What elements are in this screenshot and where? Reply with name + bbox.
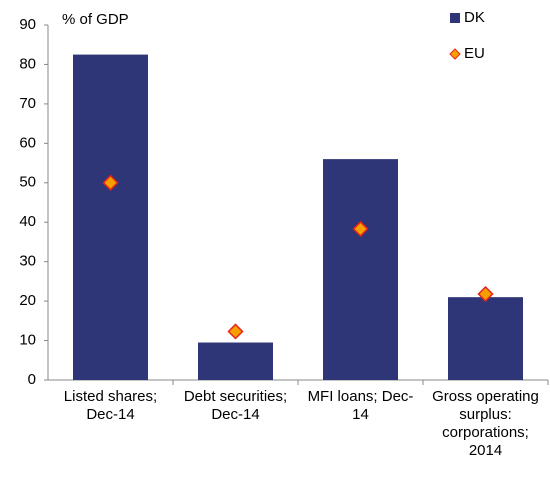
bar (73, 54, 148, 380)
y-tick-label: 70 (19, 95, 36, 112)
bar (323, 159, 398, 380)
bar (448, 297, 523, 380)
x-tick-label: Gross operating surplus: corporations; 2… (432, 388, 539, 459)
x-tick-label: Debt securities; Dec-14 (183, 388, 288, 423)
y-tick-label: 90 (19, 16, 36, 33)
y-tick-label: 20 (19, 292, 36, 309)
legend-swatch (449, 48, 461, 60)
y-tick-label: 10 (19, 332, 36, 349)
y-tick-label: 0 (28, 371, 36, 388)
y-tick-label: 30 (19, 253, 36, 270)
marker (352, 220, 369, 237)
y-tick-label: 60 (19, 134, 36, 151)
bar (198, 342, 273, 380)
legend-label: DK (464, 9, 485, 26)
legend-swatch (450, 13, 460, 23)
marker (477, 285, 494, 303)
marker (102, 174, 119, 191)
y-axis-label: % of GDP (62, 11, 129, 28)
y-tick-label: 80 (19, 55, 36, 72)
legend-label: EU (464, 45, 485, 62)
marker (227, 323, 244, 340)
y-tick-label: 40 (19, 213, 36, 230)
x-tick-label: MFI loans; Dec-14 (307, 388, 414, 423)
y-tick-label: 50 (19, 174, 36, 191)
x-tick-label: Listed shares; Dec-14 (63, 388, 158, 423)
